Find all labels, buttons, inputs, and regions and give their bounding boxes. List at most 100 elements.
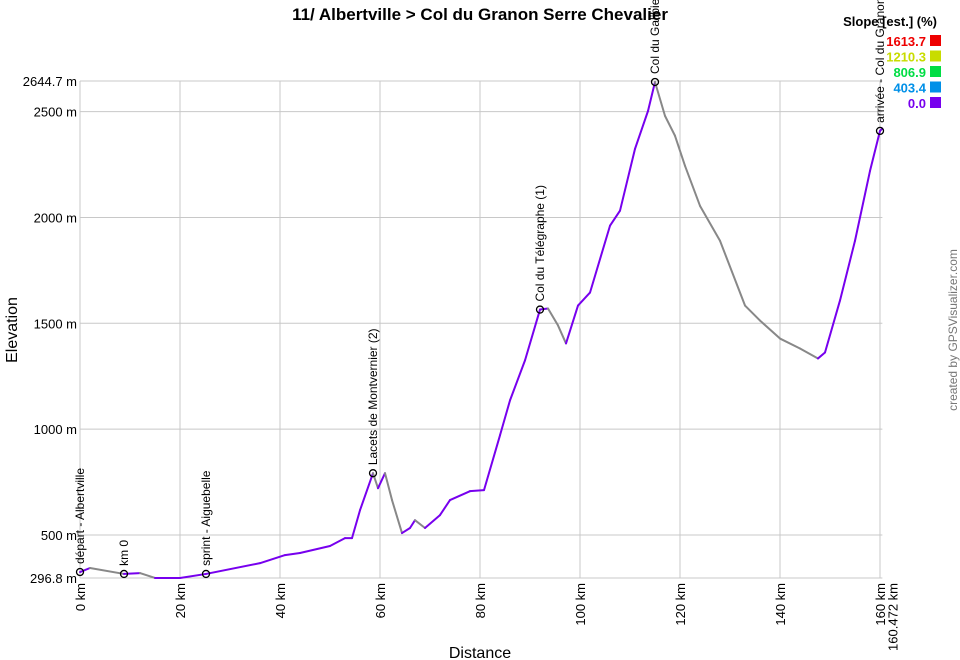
elevation-segment: [759, 319, 781, 340]
elevation-segment: [483, 434, 501, 492]
x-tick-label: 20 km: [173, 583, 188, 618]
elevation-segment: [509, 359, 526, 402]
y-tick-label: 296.8 m: [30, 571, 77, 586]
waypoint-marker: [650, 77, 660, 87]
x-end-label: 160.472 km: [885, 583, 900, 651]
legend-swatch: [930, 35, 941, 46]
waypoint-marker: [75, 567, 85, 577]
waypoint-marker: [875, 126, 885, 136]
elevation-segment: [869, 129, 881, 172]
legend-label: 806.9: [893, 65, 926, 80]
x-tick-label: 80 km: [473, 583, 488, 618]
waypoints: départ - Albertville km 0 sprint - Aiguebe…: [73, 0, 887, 579]
elevation-segment: [284, 551, 301, 557]
x-tick-label: 160 km: [873, 583, 888, 626]
elevation-segment: [409, 519, 416, 530]
x-tick-label: 120 km: [673, 583, 688, 626]
elevation-segment: [699, 204, 721, 242]
y-tick-label: 1500 m: [34, 316, 77, 331]
waypoint-label: Lacets de Montvernier (2): [366, 328, 380, 465]
elevation-segment: [469, 489, 485, 493]
chart-title: 11/ Albertville > Col du Granon Serre Ch…: [292, 5, 668, 24]
x-tick-label: 60 km: [373, 583, 388, 618]
elevation-segment: [359, 472, 374, 512]
elevation-segment: [547, 307, 559, 327]
legend-swatch: [930, 50, 941, 62]
axes: 0 km 20 km 40 km 60 km 80 km 100 km 120 km 140 …: [23, 74, 901, 651]
grid: [79, 80, 883, 579]
elevation-segment: [123, 572, 141, 575]
elevation-segment: [557, 324, 567, 345]
elevation-segment: [634, 109, 649, 150]
elevation-segment: [401, 527, 411, 535]
elevation-segment: [439, 499, 451, 517]
waypoint-marker: [201, 569, 211, 579]
elevation-segment: [351, 509, 361, 540]
legend-label: 0.0: [908, 96, 926, 111]
waypoint-label: sprint - Aiguebelle: [199, 470, 213, 566]
elevation-line: [79, 80, 884, 579]
x-tick-label: 40 km: [273, 583, 288, 618]
elevation-segment: [384, 472, 393, 502]
y-tick-label: 2644.7 m: [23, 74, 77, 89]
waypoint-label: départ - Albertville: [73, 468, 87, 564]
elevation-segment: [499, 399, 511, 437]
elevation-segment: [664, 114, 676, 137]
elevation-segment: [619, 147, 636, 212]
waypoint-marker: [368, 469, 378, 478]
credit-text: created by GPSVisualizer.com: [946, 249, 960, 411]
x-tick-label: 140 km: [773, 583, 788, 626]
legend: Slope [est.] (%) 1613.71210.3806.9403.40…: [843, 14, 941, 111]
legend-label: 1613.7: [886, 34, 926, 49]
y-tick-label: 500 m: [41, 528, 77, 543]
elevation-segment: [647, 80, 656, 112]
legend-swatch: [930, 66, 941, 77]
elevation-segment: [414, 519, 426, 530]
elevation-segment: [372, 472, 379, 490]
legend-title: Slope [est.] (%): [843, 14, 937, 29]
elevation-segment: [577, 291, 591, 307]
waypoint-label: Col du Galibier: [648, 0, 662, 74]
elevation-segment: [299, 544, 331, 554]
elevation-segment: [524, 308, 541, 362]
elevation-segment: [719, 239, 746, 307]
elevation-segment: [179, 572, 207, 579]
elevation-segment: [424, 514, 441, 530]
elevation-segment: [205, 562, 261, 575]
elevation-segment: [329, 537, 346, 547]
x-tick-label: 100 km: [573, 583, 588, 626]
y-axis-label: Elevation: [4, 297, 21, 363]
elevation-segment: [609, 209, 621, 227]
y-tick-label: 2500 m: [34, 105, 77, 120]
elevation-segment: [377, 472, 386, 490]
elevation-segment: [799, 347, 819, 360]
elevation-segment: [654, 80, 666, 117]
y-tick-label: 2000 m: [34, 210, 77, 225]
elevation-segment: [391, 499, 403, 535]
elevation-segment: [589, 224, 611, 294]
elevation-segment: [879, 127, 884, 132]
waypoint-label: Col du Télégraphe (1): [533, 185, 547, 302]
legend-swatch: [930, 81, 941, 93]
waypoint-marker: [535, 305, 545, 314]
elevation-segment: [89, 567, 125, 575]
elevation-segment: [854, 169, 871, 242]
elevation-segment: [79, 567, 91, 574]
elevation-segment: [674, 134, 686, 167]
elevation-segment: [839, 239, 856, 302]
waypoint-label: arrivée - Col du Granon: [873, 0, 887, 123]
elevation-segment: [449, 490, 471, 502]
legend-label: 1210.3: [886, 50, 926, 65]
x-axis-label: Distance: [449, 645, 511, 660]
y-tick-label: 1000 m: [34, 422, 77, 437]
elevation-segment: [744, 304, 761, 322]
elevation-segment: [817, 351, 826, 360]
waypoint-marker: [119, 569, 129, 579]
elevation-segment: [779, 337, 801, 350]
elevation-segment: [824, 299, 841, 354]
elevation-segment: [139, 572, 156, 579]
legend-label: 403.4: [893, 81, 926, 96]
elevation-segment: [565, 304, 579, 345]
